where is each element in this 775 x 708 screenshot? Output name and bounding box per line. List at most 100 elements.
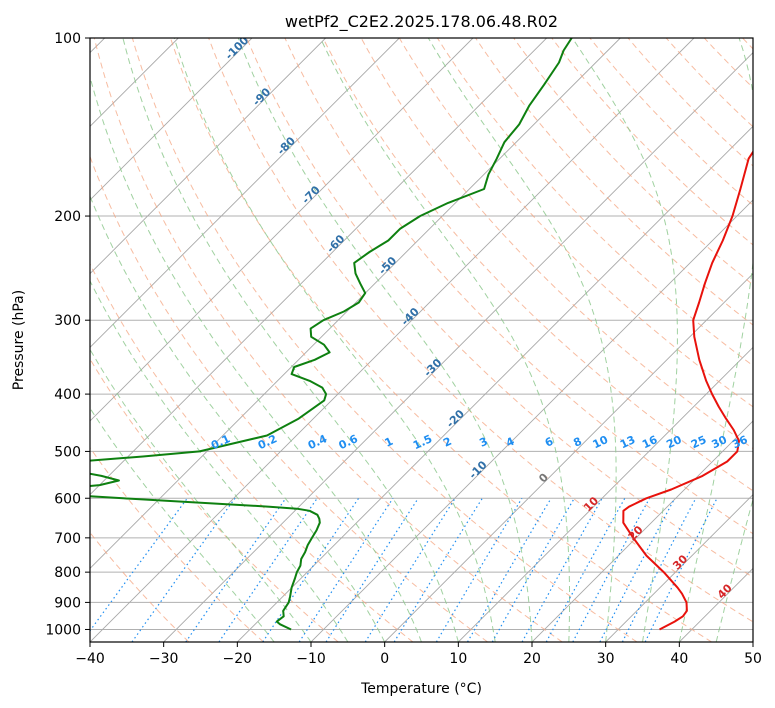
- axis-ticks: −40 −30 −20 −10 0 10 20 30 40 50 100 200 300 400 500 60…: [45, 31, 762, 667]
- mixing-ratio-label: 8: [571, 435, 583, 450]
- mixing-ratio-line: [325, 497, 419, 642]
- isotherm-label: -20: [444, 407, 467, 430]
- moist-adiabat: [427, 38, 617, 642]
- moist-adiabat: [173, 38, 496, 642]
- plot-border: [89, 37, 754, 643]
- moist-adiabat: [90, 194, 386, 642]
- isotherm-line: [752, 641, 753, 642]
- dry-adiabat: [170, 38, 712, 642]
- mixing-ratio-line: [521, 497, 603, 642]
- moist-adiabat: [122, 38, 459, 642]
- chart-title: wetPf2_C2E2.2025.178.06.48.R02: [285, 12, 558, 32]
- isotherm-line: [384, 273, 753, 642]
- isotherm-line: [90, 38, 695, 642]
- dry-adiabat: [742, 38, 753, 50]
- moist-adiabat: [237, 38, 533, 642]
- y-tick-label: 200: [54, 209, 81, 225]
- mixing-ratio-label: 1: [383, 435, 395, 450]
- dry-adiabat: [665, 38, 753, 128]
- mixing-ratio-line: [572, 498, 651, 642]
- x-tick-label: 10: [449, 651, 467, 667]
- mixing-ratio-label: 1.5: [411, 432, 434, 452]
- mixing-ratio-line: [131, 497, 236, 642]
- isotherm-line: [90, 38, 253, 201]
- y-tick-label: 900: [54, 595, 81, 611]
- dry-adiabat: [589, 38, 753, 206]
- y-tick-label: 800: [54, 565, 81, 581]
- x-tick-label: 40: [670, 651, 688, 667]
- mixing-ratio-label: 25: [689, 433, 708, 451]
- dry-adiabat: [131, 38, 638, 642]
- isotherm-line: [458, 346, 753, 642]
- mixing-ratio-line: [466, 497, 552, 642]
- moist-adiabat: [90, 407, 275, 642]
- mixing-ratio-label: 3: [477, 435, 489, 450]
- isotherm-label: -50: [376, 254, 399, 277]
- isotherm-line: [90, 38, 400, 348]
- mixing-ratio-line: [298, 497, 394, 642]
- mixing-ratio-line: [393, 497, 483, 642]
- isotherm-label: 10: [581, 494, 601, 514]
- mixing-ratio-line: [435, 497, 523, 642]
- mixing-ratio-label: 0.2: [256, 432, 279, 452]
- temperature-profile: [622, 150, 753, 631]
- moist-adiabat: [90, 74, 422, 642]
- x-tick-label: 50: [744, 651, 762, 667]
- y-tick-label: 1000: [45, 622, 81, 638]
- mixing-ratio-label: 30: [710, 433, 730, 451]
- mixing-ratio-line: [90, 497, 188, 632]
- moist-adiabat: [678, 38, 753, 642]
- isotherm-label: 30: [670, 552, 690, 572]
- dry-adiabat: [90, 531, 190, 642]
- isotherm-label: -30: [421, 356, 444, 379]
- x-tick-label: −20: [223, 651, 253, 667]
- x-tick-label: 20: [523, 651, 541, 667]
- isotherm-line: [90, 38, 326, 275]
- isotherm-line: [90, 38, 547, 496]
- dry-adiabat: [475, 38, 753, 326]
- isotherm-label: -40: [399, 305, 422, 328]
- y-tick-label: 600: [54, 491, 81, 507]
- mixing-ratio-line: [218, 497, 318, 642]
- moist-adiabat: [319, 38, 570, 642]
- mixing-ratio-line: [491, 497, 575, 642]
- dry-adiabat: [627, 38, 753, 167]
- dry-adiabat: [93, 38, 563, 642]
- y-tick-label: 300: [54, 313, 81, 329]
- isotherm-label: 20: [626, 523, 646, 543]
- isotherm-label: -60: [324, 232, 347, 255]
- y-tick-label: 400: [54, 387, 81, 403]
- mixing-ratio-line: [621, 498, 697, 642]
- moist-adiabat: [90, 279, 349, 642]
- dry-adiabat: [322, 38, 753, 492]
- dry-adiabat: [551, 38, 753, 246]
- dry-adiabat: [398, 38, 753, 408]
- mixing-ratio-label: 16: [640, 433, 660, 451]
- axes-frame: [89, 37, 754, 643]
- x-tick-label: −30: [149, 651, 179, 667]
- mixing-ratio-label: 36: [730, 433, 750, 451]
- dry-adiabat: [90, 446, 264, 642]
- x-tick-label: 0: [380, 651, 389, 667]
- mixing-ratio-label: 2: [441, 435, 453, 450]
- isotherm-label: 40: [715, 581, 735, 601]
- y-tick-label: 500: [54, 444, 81, 460]
- y-tick-label: 100: [54, 31, 81, 47]
- isotherm-line: [163, 52, 753, 642]
- plot-area: -100-90-80-70-60-50-40-30-20-10 010203040…: [90, 38, 753, 642]
- isotherm-line: [679, 567, 753, 642]
- dry-adiabat: [90, 358, 339, 642]
- isotherm-line: [531, 420, 753, 642]
- y-tick-label: 700: [54, 531, 81, 547]
- dry-adiabat: [208, 38, 753, 623]
- moist-adiabat: [90, 348, 312, 642]
- dry-adiabat: [90, 262, 414, 642]
- isotherm-line: [605, 494, 753, 642]
- dry-adiabat: [90, 155, 488, 642]
- mixing-ratio-label: 0.1: [209, 432, 232, 452]
- isotherm-label: -10: [466, 458, 489, 481]
- dry-adiabat: [513, 38, 753, 286]
- x-axis-label: Temperature (°C): [360, 681, 482, 697]
- x-tick-label: −10: [296, 651, 326, 667]
